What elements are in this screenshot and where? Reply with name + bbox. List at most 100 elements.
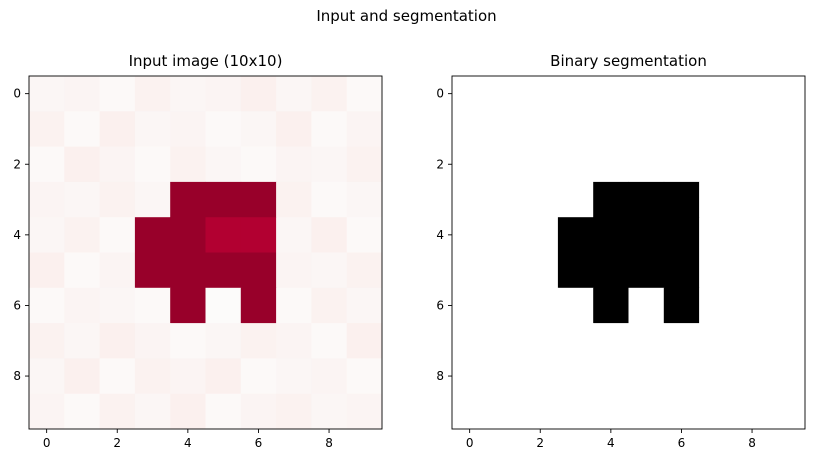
- heatmap-cell: [628, 393, 665, 430]
- heatmap-cell: [593, 358, 629, 395]
- x-tick-label: 6: [255, 436, 263, 450]
- heatmap-cell: [699, 181, 735, 218]
- heatmap-cell: [99, 76, 136, 112]
- x-tick-label: 6: [678, 436, 686, 450]
- heatmap-cell: [99, 323, 136, 359]
- heatmap-cell: [205, 76, 242, 112]
- heatmap-cell: [205, 111, 242, 147]
- heatmap-cell: [557, 181, 594, 218]
- heatmap-cell: [699, 111, 735, 147]
- heatmap-cell: [170, 358, 206, 395]
- heatmap-cell: [99, 252, 136, 289]
- heatmap-cell: [134, 217, 171, 253]
- heatmap-cell: [64, 217, 100, 253]
- heatmap-cell: [452, 181, 488, 218]
- heatmap-cell: [628, 323, 665, 359]
- heatmap-cell: [487, 217, 523, 253]
- heatmap-cell: [276, 146, 312, 183]
- heatmap-cell: [29, 217, 65, 253]
- heatmap-cell: [346, 287, 383, 324]
- heatmap-cell: [311, 76, 348, 112]
- heatmap-cell: [205, 252, 242, 289]
- heatmap-cell: [452, 393, 488, 430]
- heatmap-cell: [346, 393, 383, 430]
- heatmap-cell: [452, 252, 488, 289]
- heatmap-cell: [663, 76, 700, 112]
- heatmap-panel-1: Input image (10x10) 0 2 4 6 8 0 2 4 6 8: [13, 52, 383, 450]
- y-tick-label: 2: [436, 157, 444, 171]
- heatmap-cell: [769, 146, 806, 183]
- heatmap-cell: [769, 358, 806, 395]
- heatmap-cell: [276, 181, 312, 218]
- heatmap-cell: [346, 111, 383, 147]
- heatmap-cell: [769, 76, 806, 112]
- heatmap-cell: [593, 181, 629, 218]
- heatmap-cell: [734, 323, 771, 359]
- y-tick-label: 0: [13, 87, 21, 101]
- heatmap-cell: [99, 111, 136, 147]
- heatmap-cell: [205, 287, 242, 324]
- heatmap-cell: [593, 146, 629, 183]
- x-tick-label: 2: [113, 436, 121, 450]
- heatmap-cell: [64, 393, 100, 430]
- heatmap-cell: [99, 217, 136, 253]
- heatmap-cell: [276, 323, 312, 359]
- heatmap-cell: [134, 181, 171, 218]
- heatmap-cell: [734, 111, 771, 147]
- heatmap-cell: [311, 393, 348, 430]
- heatmap-cell: [276, 358, 312, 395]
- heatmap-cell: [557, 76, 594, 112]
- heatmap-cell: [487, 252, 523, 289]
- heatmap-cell: [276, 111, 312, 147]
- heatmap-cell: [593, 111, 629, 147]
- heatmap-cell: [99, 181, 136, 218]
- heatmap-cell: [734, 252, 771, 289]
- heatmap-cell: [64, 76, 100, 112]
- heatmap-cell: [557, 393, 594, 430]
- heatmap-cell: [593, 217, 629, 253]
- heatmap-cell: [487, 323, 523, 359]
- heatmap-cell: [628, 358, 665, 395]
- heatmap-cell: [522, 181, 559, 218]
- heatmap-cell: [134, 287, 171, 324]
- heatmap-cell: [170, 217, 206, 253]
- heatmap-cell: [557, 323, 594, 359]
- heatmap-cell: [64, 252, 100, 289]
- heatmap-cell: [346, 146, 383, 183]
- heatmap-cell: [29, 146, 65, 183]
- heatmap-cell: [522, 217, 559, 253]
- heatmap-cell: [734, 358, 771, 395]
- x-tick-label: 4: [184, 436, 192, 450]
- heatmap-cell: [699, 217, 735, 253]
- heatmap-cell: [663, 217, 700, 253]
- x-tick-label: 0: [43, 436, 51, 450]
- heatmap-cell: [663, 393, 700, 430]
- heatmap-cell: [734, 217, 771, 253]
- figure-suptitle: Input and segmentation: [316, 7, 497, 25]
- heatmap-cell: [522, 76, 559, 112]
- heatmap-cell: [487, 393, 523, 430]
- y-tick-label: 0: [436, 87, 444, 101]
- heatmap-cell: [346, 358, 383, 395]
- heatmap-cell: [769, 252, 806, 289]
- heatmap-cell: [170, 287, 206, 324]
- heatmap-cell: [99, 146, 136, 183]
- axes-frame: [451, 75, 806, 430]
- heatmap-cell: [452, 217, 488, 253]
- heatmap-cell: [522, 323, 559, 359]
- heatmap-cell: [276, 217, 312, 253]
- heatmap-cell: [557, 146, 594, 183]
- y-tick-label: 8: [13, 369, 21, 383]
- heatmap-cell: [452, 287, 488, 324]
- heatmap-cell: [64, 358, 100, 395]
- heatmap-cell: [734, 287, 771, 324]
- heatmap-cell: [29, 181, 65, 218]
- heatmap-cell: [240, 111, 277, 147]
- heatmap-cell: [240, 287, 277, 324]
- heatmap-cell: [205, 323, 242, 359]
- heatmap-cell: [311, 358, 348, 395]
- heatmap-cell: [170, 111, 206, 147]
- heatmap-cell: [346, 76, 383, 112]
